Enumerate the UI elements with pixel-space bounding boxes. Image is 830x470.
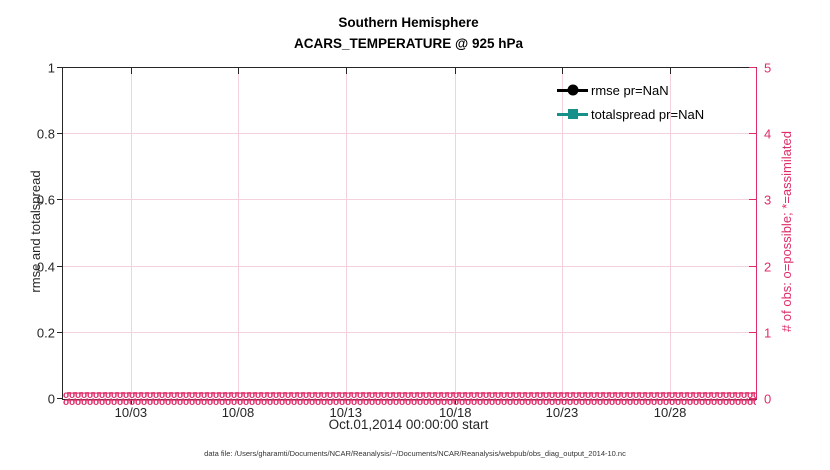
left-tick-mark [57,199,63,201]
left-tick-mark [57,67,63,68]
obs-marker-row: o*o*o*o*o*o*o*o*o*o*o*o*o*o*o*o*o*o*o*o*… [63,392,756,401]
obs-marker-row: o*o*o*o*o*o*o*o*o*o*o*o*o*o*o*o*o*o*o*o*… [63,397,756,407]
right-tick-mark [749,331,756,333]
x-tick-label: 10/08 [221,405,255,420]
x-tick-label: 10/13 [329,405,363,420]
x-tick-label: 10/18 [438,405,472,420]
plot-area: rmse pr=NaN totalspread pr=NaN 0 0.2 0.4 0.6… [37,61,771,421]
right-tick-mark [749,199,756,201]
right-tick-label: 0 [764,391,772,407]
legend-entry: totalspread pr=NaN [557,102,704,126]
left-tick-mark [57,265,63,267]
bottom-tick-mark [345,399,347,404]
top-tick-mark [561,68,563,74]
left-tick-label: 0.6 [36,192,55,208]
top-tick-mark [130,68,132,74]
right-tick-label: 3 [764,192,772,208]
legend-entry: rmse pr=NaN [557,78,704,102]
top-tick-mark [345,68,347,74]
chart-title: Southern Hemisphere ACARS_TEMPERATURE @ … [62,13,755,55]
obs-count-marker-strip: o*o*o*o*o*o*o*o*o*o*o*o*o*o*o*o*o*o*o*o*… [63,392,756,406]
bottom-tick-mark [561,399,563,404]
legend-line [557,109,588,119]
bottom-tick-mark [237,399,239,404]
right-tick-label: 5 [764,60,772,76]
legend-circle-marker-icon [567,84,578,96]
x-gridline [561,68,563,399]
x-tick-label: 10/23 [545,405,579,420]
left-tick-mark [57,331,63,333]
left-tick-mark [57,398,63,399]
right-tick-mark [749,265,756,267]
x-axis-label: Oct.01,2014 00:00:00 start [328,417,489,432]
right-tick-mark [749,67,756,68]
bottom-tick-mark [130,399,132,404]
left-tick-mark [57,133,63,135]
chart-title-line2: ACARS_TEMPERATURE @ 925 hPa [294,35,523,51]
chart-title-line1: Southern Hemisphere [338,15,479,30]
left-tick-label: 0 [47,391,55,407]
x-gridline [130,68,132,399]
x-tick-label: 10/03 [114,405,148,420]
x-gridline [455,68,457,399]
legend-label: rmse pr=NaN [591,82,669,98]
right-tick-label: 2 [764,259,772,275]
bottom-tick-mark [455,399,457,404]
bottom-tick-mark [670,399,672,404]
data-file-path: data file: /Users/gharamti/Documents/NCA… [204,449,626,458]
y-gridline [63,265,756,267]
top-tick-mark [455,68,457,74]
x-gridline [345,68,347,399]
left-y-axis-label: rmse and totalspread [28,170,43,293]
legend: rmse pr=NaN totalspread pr=NaN [557,78,704,126]
x-tick-label: 10/28 [653,405,687,420]
right-tick-label: 1 [764,325,772,341]
right-tick-label: 4 [764,126,772,142]
legend-label: totalspread pr=NaN [591,106,705,122]
right-tick-mark [749,398,756,399]
right-tick-mark [749,133,756,135]
left-tick-label: 0.2 [36,325,55,341]
x-gridline [237,68,239,399]
y-gridline [63,331,756,333]
left-tick-label: 0.8 [36,126,55,142]
legend-square-marker-icon [567,109,578,119]
x-gridline [670,68,672,399]
left-tick-label: 0.4 [36,259,55,275]
left-tick-label: 1 [47,60,55,76]
y-gridline [63,199,756,201]
top-tick-mark [670,68,672,74]
right-y-axis-label: # of obs: o=possible; *=assimilated [779,131,794,332]
y-gridline [63,133,756,135]
legend-line [557,84,588,96]
top-tick-mark [237,68,239,74]
